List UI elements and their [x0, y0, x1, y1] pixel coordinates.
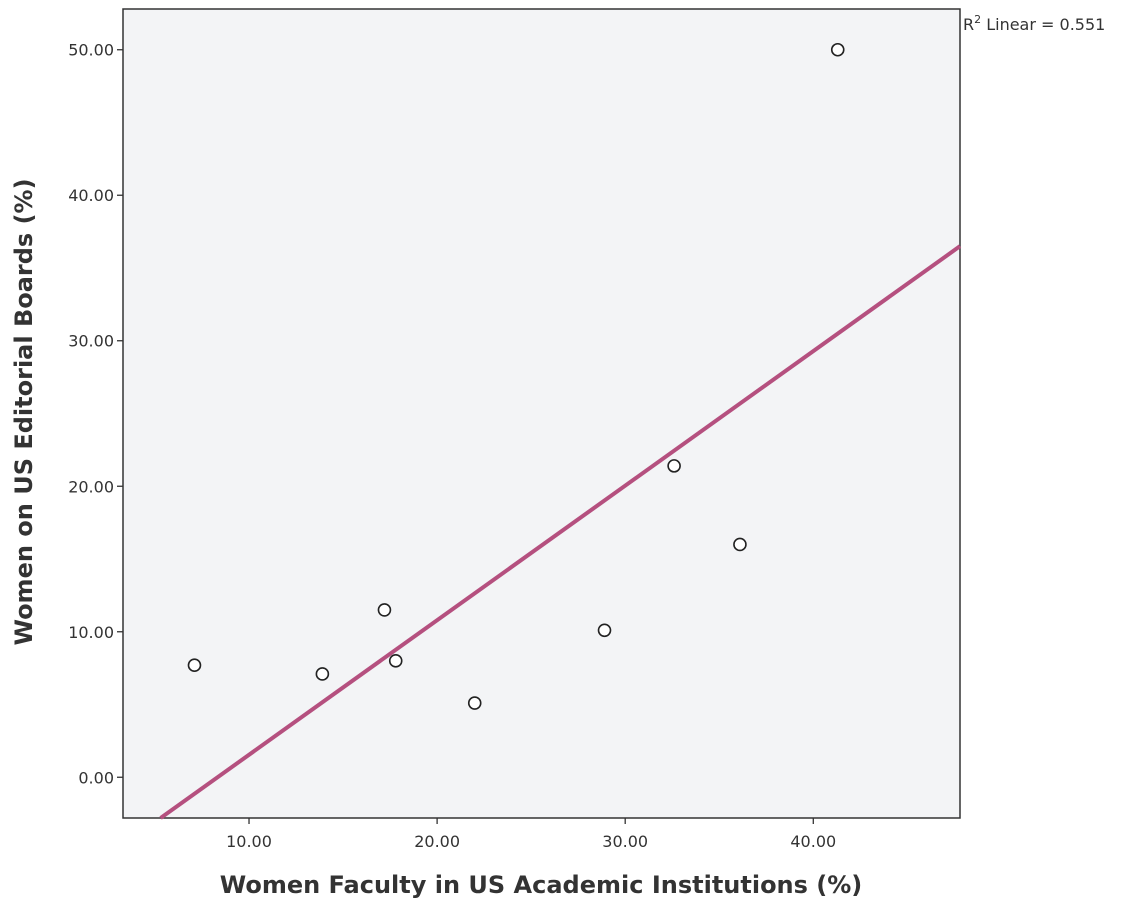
- y-tick-label: 0.00: [78, 768, 114, 787]
- r2-label-sup: 2: [974, 13, 981, 26]
- y-tick-label: 20.00: [68, 477, 114, 496]
- y-axis-title: Women on US Editorial Boards (%): [10, 178, 38, 645]
- x-axis: 10.00 20.00 30.00 40.00: [226, 818, 836, 851]
- data-point: [830, 42, 845, 57]
- y-axis: 0.00 10.00 20.00 30.00 40.00 50.00: [68, 41, 123, 787]
- x-tick-label: 40.00: [790, 832, 836, 851]
- y-tick-label: 30.00: [68, 332, 114, 351]
- r2-label-rest: Linear = 0.551: [981, 15, 1105, 34]
- data-point: [315, 667, 330, 681]
- x-tick-label: 10.00: [226, 832, 272, 851]
- data-point: [733, 537, 747, 552]
- x-axis-title: Women Faculty in US Academic Institution…: [220, 871, 863, 899]
- y-tick-label: 40.00: [68, 186, 114, 205]
- y-tick-label: 50.00: [68, 41, 114, 60]
- r2-label-base: R: [963, 15, 974, 34]
- plot-area: [122, 8, 961, 819]
- data-point: [597, 623, 612, 638]
- x-tick-label: 20.00: [414, 832, 460, 851]
- points-layer: [187, 42, 845, 710]
- data-point: [377, 603, 392, 617]
- fit-line-layer: [159, 244, 962, 820]
- y-tick-label: 10.00: [68, 623, 114, 642]
- data-point: [187, 658, 202, 673]
- x-tick-label: 30.00: [602, 832, 648, 851]
- regression-line: [159, 244, 962, 820]
- r2-linear-label: R2 Linear = 0.551: [963, 13, 1105, 34]
- data-point: [667, 459, 681, 473]
- data-point: [467, 696, 482, 710]
- data-point: [388, 654, 403, 668]
